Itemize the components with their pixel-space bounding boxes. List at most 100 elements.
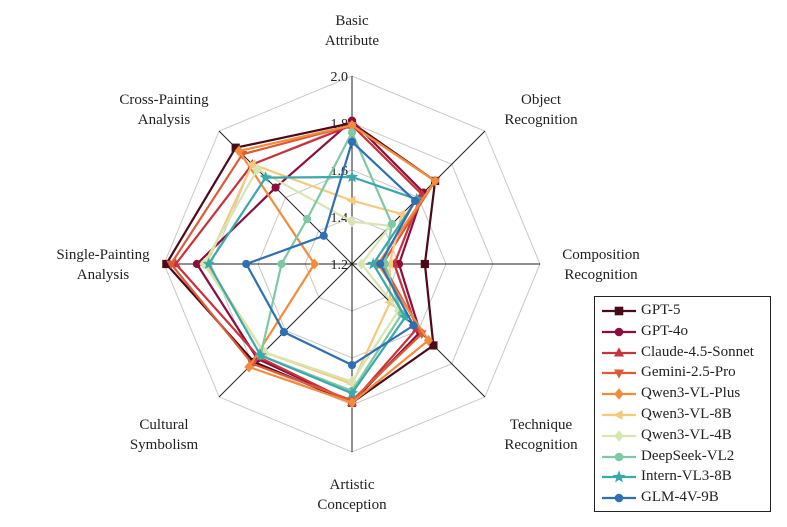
axis-label: Single-Painting xyxy=(56,247,150,263)
data-point xyxy=(376,259,385,269)
legend-label: Claude-4.5-Sonnet xyxy=(641,343,754,360)
tick-label: 1.2 xyxy=(331,258,349,273)
series-intern-vl3-8b xyxy=(202,170,423,399)
legend-marker xyxy=(613,369,625,379)
legend-marker xyxy=(613,409,623,421)
data-point xyxy=(279,328,288,337)
legend-marker xyxy=(614,327,624,337)
data-point xyxy=(271,183,280,192)
data-point xyxy=(420,259,429,269)
data-point xyxy=(319,231,328,240)
legend-marker xyxy=(614,388,624,400)
data-point xyxy=(254,349,267,361)
legend-swatch xyxy=(602,369,636,379)
data-point xyxy=(396,209,406,219)
legend-item: Gemini-2.5-Pro xyxy=(595,363,770,383)
legend-marker xyxy=(613,346,625,357)
legend-label: GPT-5 xyxy=(641,302,681,318)
data-point xyxy=(416,188,427,198)
legend-label: Intern-VL3-8B xyxy=(641,468,732,485)
data-point xyxy=(347,128,357,137)
legend-item: GLM-4V-9B xyxy=(595,488,770,508)
axis-label: Recognition xyxy=(504,437,578,453)
data-point xyxy=(252,163,262,175)
axis-label: Composition xyxy=(562,247,640,263)
axis-label: Cross-Painting xyxy=(119,92,209,108)
data-point xyxy=(345,170,359,183)
tick-label: 2.0 xyxy=(331,70,349,85)
axis-label: Analysis xyxy=(77,267,130,283)
data-point xyxy=(347,376,357,387)
data-point xyxy=(356,258,367,270)
radial-tick-labels: 1.21.41.61.82.0 xyxy=(331,70,349,273)
legend-label: Qwen3-VL-4B xyxy=(641,426,732,443)
data-point xyxy=(423,334,434,346)
legend-marker xyxy=(614,452,624,461)
legend-label: Gemini-2.5-Pro xyxy=(641,364,736,381)
data-point xyxy=(430,175,440,187)
legend-label: GLM-4V-9B xyxy=(641,489,719,506)
legend-item: Qwen3-VL-8B xyxy=(595,405,770,425)
legend-swatch xyxy=(602,346,636,357)
data-point xyxy=(234,145,244,157)
legend-item: Intern-VL3-8B xyxy=(595,467,770,487)
legend-item: Qwen3-VL-Plus xyxy=(595,384,770,404)
legend-swatch xyxy=(602,409,636,421)
tick-label: 1.4 xyxy=(331,211,349,226)
axis-label: Attribute xyxy=(325,33,379,49)
legend-label: GPT-4o xyxy=(641,322,688,339)
data-point xyxy=(347,397,357,409)
legend-swatch xyxy=(602,430,636,442)
data-point xyxy=(244,361,254,373)
series-layer xyxy=(162,116,440,409)
series-line xyxy=(202,168,400,383)
legend-swatch xyxy=(602,327,636,337)
legend-swatch xyxy=(602,470,636,483)
axis-labels: Basic Attribute Object Recognition Compositi… xyxy=(56,13,640,513)
data-point xyxy=(309,258,320,270)
data-point xyxy=(347,137,357,146)
legend-marker xyxy=(612,470,626,483)
data-point xyxy=(166,260,176,270)
data-point xyxy=(411,196,420,205)
axis-label: Symbolism xyxy=(130,437,199,453)
axis-label: Technique xyxy=(510,417,573,433)
legend-label: DeepSeek-VL2 xyxy=(641,447,735,464)
axis-label: Basic xyxy=(335,13,369,29)
axis-label: Artistic xyxy=(330,477,375,493)
legend-item: GPT-4o xyxy=(595,322,770,342)
legend-item: GPT-5 xyxy=(595,301,770,321)
legend-swatch xyxy=(602,306,636,316)
axis-label: Object xyxy=(521,92,562,108)
legend-swatch xyxy=(602,388,636,400)
legend-item: Claude-4.5-Sonnet xyxy=(595,343,770,363)
data-point xyxy=(246,159,256,170)
legend-swatch xyxy=(602,452,636,461)
legend-marker xyxy=(614,493,624,503)
data-point xyxy=(409,321,418,330)
legend-label: Qwen3-VL-8B xyxy=(641,406,732,422)
legend-marker xyxy=(614,306,624,316)
data-point xyxy=(429,341,438,350)
legend-marker xyxy=(614,430,624,442)
legend-label: Qwen3-VL-Plus xyxy=(641,385,741,402)
axis-label: Cultural xyxy=(139,417,188,433)
axis-label: Analysis xyxy=(138,112,191,128)
data-point xyxy=(387,220,396,229)
legend-item: Qwen3-VL-4B xyxy=(595,426,770,446)
legend-swatch xyxy=(602,493,636,503)
data-point xyxy=(303,215,312,224)
data-point xyxy=(347,360,357,370)
data-point xyxy=(345,386,359,399)
data-point xyxy=(347,216,357,228)
data-point xyxy=(259,171,272,183)
series-glm-4v-9b xyxy=(242,137,420,370)
data-point xyxy=(202,257,215,270)
legend: GPT-5 GPT-4o Claude-4.5-Sonnet Gemini-2.5-P… xyxy=(594,296,771,512)
legend-item: DeepSeek-VL2 xyxy=(595,447,770,467)
axis-label: Recognition xyxy=(564,267,638,283)
data-point xyxy=(242,259,251,269)
axis-label: Recognition xyxy=(504,112,578,128)
data-point xyxy=(346,195,356,206)
